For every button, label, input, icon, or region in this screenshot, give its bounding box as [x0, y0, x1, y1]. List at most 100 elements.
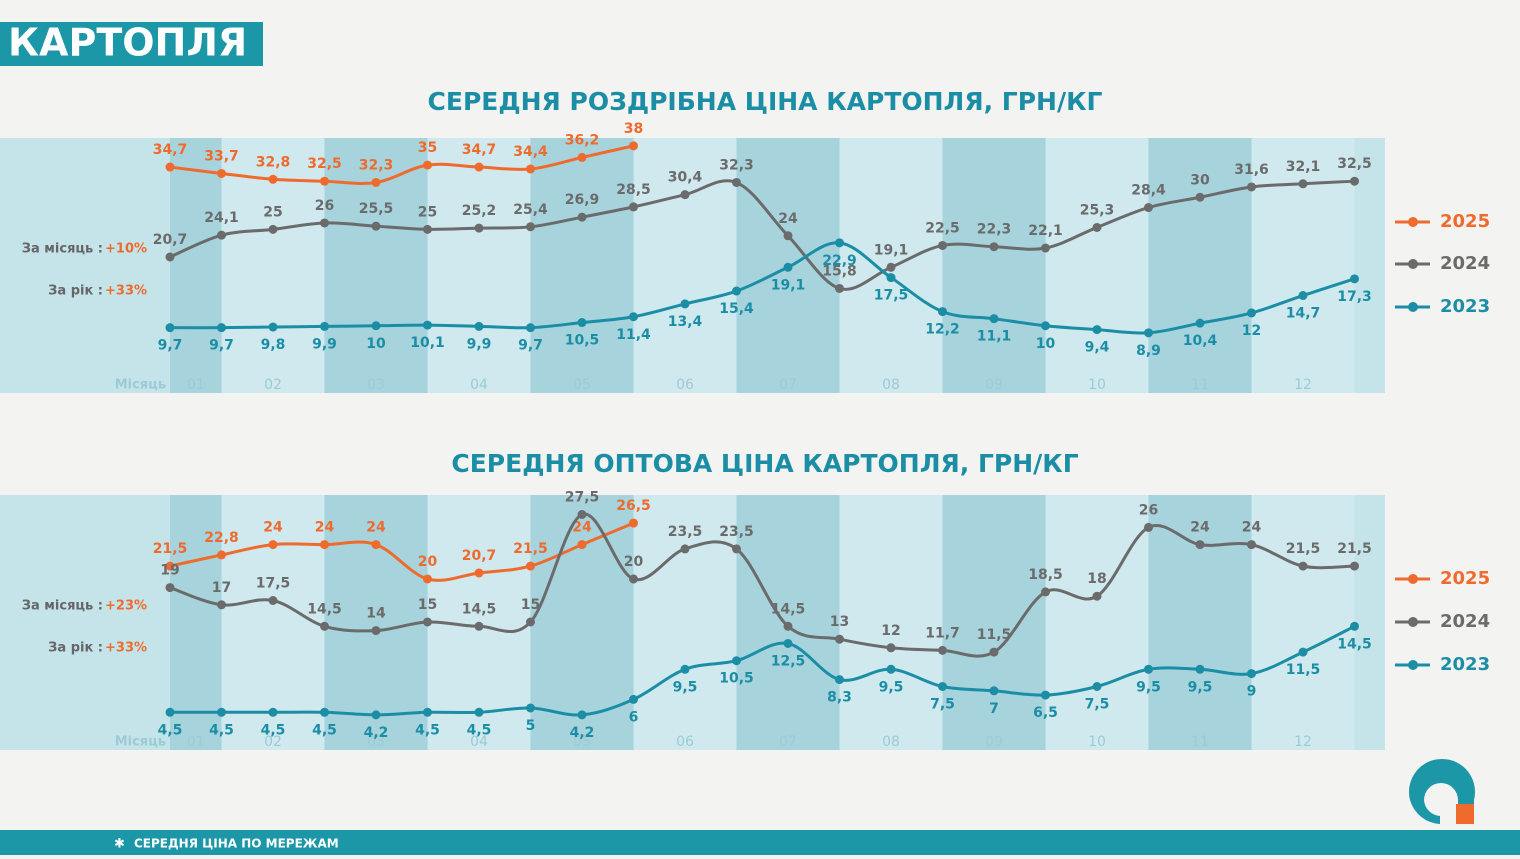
footer-bar	[0, 830, 1520, 855]
data-label: 26,9	[565, 192, 600, 208]
data-point	[1144, 522, 1153, 532]
data-point	[526, 703, 535, 713]
x-tick-label: 12	[1294, 734, 1312, 750]
header-box	[0, 22, 263, 66]
data-label: 9,5	[1188, 679, 1213, 695]
data-point	[165, 252, 175, 262]
data-label: 12,2	[925, 322, 960, 338]
x-tick-label: 12	[1294, 377, 1312, 393]
data-point	[526, 561, 535, 571]
month-stripe	[1045, 495, 1149, 750]
data-point	[629, 141, 638, 151]
logo	[1409, 758, 1475, 824]
data-label: 14	[366, 606, 386, 622]
x-tick-label: 06	[676, 377, 694, 393]
data-label: 18	[1087, 571, 1106, 587]
x-tick-label: 01	[187, 734, 205, 750]
data-label: 32,5	[307, 156, 342, 172]
x-tick-label: 07	[779, 734, 797, 750]
chart-title: СЕРЕДНЯ РОЗДРІБНА ЦІНА КАРТОПЛЯ, ГРН/КГ	[428, 87, 1103, 116]
data-point	[371, 177, 381, 187]
data-label: 20	[624, 554, 644, 570]
data-point	[1092, 682, 1102, 691]
data-point	[1144, 664, 1153, 674]
data-label: 10,5	[719, 671, 754, 687]
legend-label: 2025	[1440, 568, 1490, 589]
data-label: 5	[526, 718, 536, 734]
data-label: 14,5	[1337, 636, 1372, 652]
month-stripe	[942, 138, 1046, 393]
data-label: 18,5	[1028, 567, 1063, 583]
data-point	[1041, 321, 1050, 331]
data-label: 9,9	[312, 336, 337, 352]
data-point	[680, 664, 690, 674]
x-axis-title: Місяць	[115, 735, 166, 750]
data-label: 9,5	[879, 679, 904, 695]
data-label: 9,8	[261, 337, 286, 353]
data-point	[1195, 318, 1205, 328]
data-label: 9,5	[673, 679, 698, 695]
series-line	[169, 144, 634, 185]
data-point	[217, 600, 226, 610]
data-label: 8,3	[827, 690, 852, 706]
data-label: 15,4	[719, 301, 754, 317]
legend-dot	[1408, 660, 1418, 670]
data-point	[526, 617, 535, 627]
data-point	[1041, 587, 1050, 597]
data-label: 6	[629, 709, 639, 725]
month-stripe	[530, 138, 634, 393]
data-point	[629, 574, 638, 584]
chart: 01 02 03 04 05 06 07 08 09 10 11 12 Місяць СЕРЕДНЯ ОП…	[0, 449, 1490, 750]
month-stripe	[1045, 138, 1149, 393]
chart-title: СЕРЕДНЯ ОПТОВА ЦІНА КАРТОПЛЯ, ГРН/КГ	[451, 449, 1078, 478]
data-point	[1041, 690, 1050, 700]
data-point	[474, 707, 484, 717]
legend-label: 2023	[1440, 296, 1490, 317]
data-label: 27,5	[565, 490, 600, 506]
data-label: 9,4	[1085, 340, 1110, 356]
data-label: 25,4	[513, 202, 548, 218]
data-label: 14,5	[307, 601, 342, 617]
data-label: 14,7	[1286, 306, 1321, 322]
data-label: 22,5	[925, 220, 960, 236]
x-tick-label: 10	[1088, 377, 1106, 393]
data-label: 21,5	[513, 541, 548, 557]
x-tick-label: 01	[187, 377, 205, 393]
data-label: 22,9	[822, 253, 857, 269]
x-tick-label: 05	[573, 734, 591, 750]
data-label: 26	[315, 198, 334, 214]
data-label: 22,3	[977, 222, 1012, 238]
data-label: 24	[263, 520, 283, 536]
data-point	[423, 617, 432, 627]
data-label: 10,5	[565, 333, 600, 349]
data-label: 12,5	[771, 654, 806, 670]
data-point	[1247, 308, 1256, 318]
data-point	[165, 583, 175, 593]
data-point	[217, 323, 226, 333]
data-point	[217, 230, 226, 240]
data-point	[783, 231, 793, 241]
data-point	[268, 224, 278, 234]
footer-star: ✱	[114, 837, 125, 852]
data-label: 30,4	[668, 170, 703, 186]
data-label: 8,9	[1136, 343, 1161, 359]
data-label: 32,5	[1337, 156, 1372, 172]
data-label: 21,5	[1286, 541, 1321, 557]
data-label: 22,8	[204, 530, 239, 546]
data-label: 12	[881, 623, 900, 639]
data-point	[1092, 591, 1102, 601]
data-label: 15	[521, 597, 540, 613]
x-tick-label: 08	[882, 377, 900, 393]
data-point	[526, 222, 535, 232]
data-label: 17,3	[1337, 289, 1372, 305]
data-point	[886, 664, 896, 674]
data-point	[371, 221, 381, 231]
data-point	[320, 540, 329, 550]
data-label: 19,1	[874, 242, 909, 258]
data-point	[886, 273, 896, 283]
chart: 01 02 03 04 05 06 07 08 09 10 11 12 Місяць СЕРЕДНЯ РО…	[0, 87, 1490, 393]
data-point	[577, 540, 587, 550]
data-point	[577, 510, 587, 519]
data-point	[989, 647, 999, 657]
